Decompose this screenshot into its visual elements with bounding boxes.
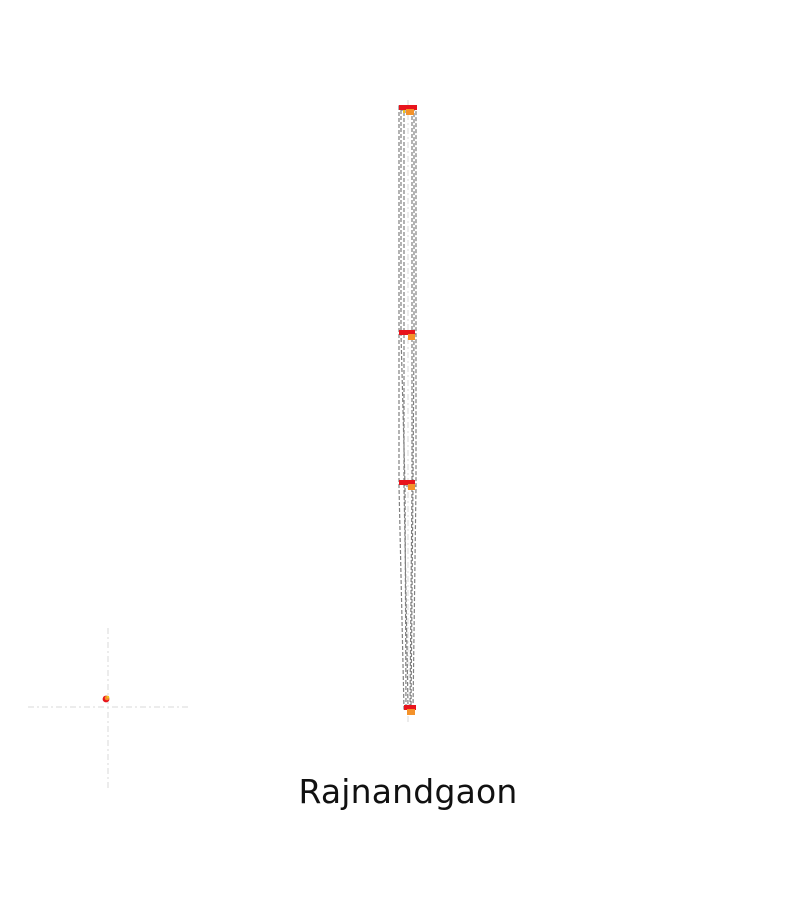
inset-locator: [28, 628, 188, 788]
stop-markers: [399, 105, 417, 715]
stop-marker-2[interactable]: [399, 330, 415, 340]
map-title: Rajnandgaon: [298, 772, 518, 811]
inset-marker-inner: [106, 695, 110, 699]
stop-marker-1[interactable]: [399, 105, 417, 115]
stop-marker-3[interactable]: [399, 480, 415, 490]
stop-marker-4[interactable]: [404, 705, 416, 715]
